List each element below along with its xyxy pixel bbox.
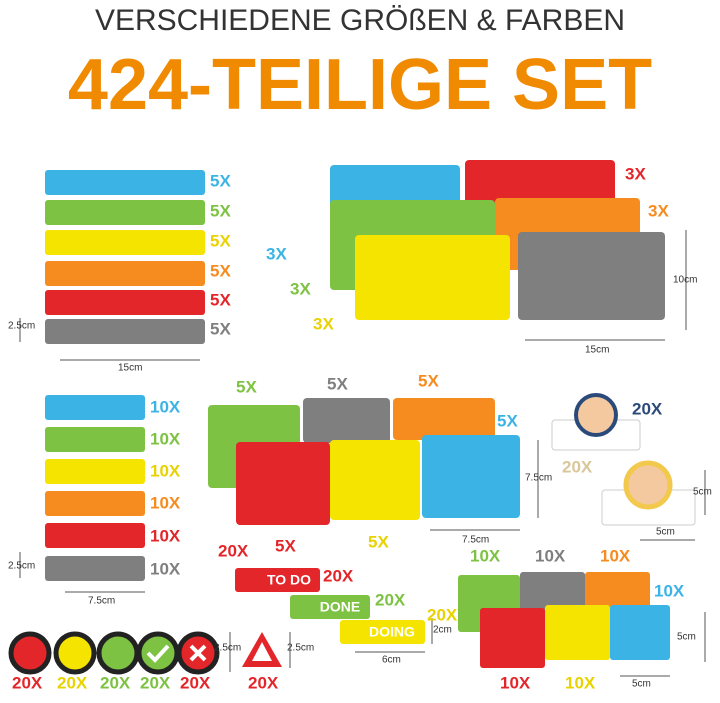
dimension: 7.5cm: [525, 473, 552, 484]
count: 5X: [368, 532, 389, 551]
count: 10X: [500, 673, 531, 692]
count: 20X: [218, 541, 249, 560]
subtitle: VERSCHIEDENE GRÖßEN & FARBEN: [95, 4, 625, 37]
count: 20X: [323, 566, 354, 585]
dimension: 2.5cm: [214, 643, 241, 654]
count: 3X: [266, 244, 287, 263]
count: 3X: [648, 201, 669, 220]
count: 10X: [150, 397, 181, 416]
long-strips: [19, 170, 205, 361]
count: 3X: [290, 279, 311, 298]
small-squares: [458, 572, 706, 677]
count: 5X: [236, 377, 257, 396]
dimension: 5cm: [632, 679, 651, 690]
count: 10X: [535, 546, 566, 565]
dimension: 5cm: [677, 632, 696, 643]
count: 5X: [210, 290, 231, 309]
count: 20X: [12, 673, 43, 692]
count: 10X: [150, 429, 181, 448]
large-squares: [208, 398, 539, 531]
dimension: 2.5cm: [8, 561, 35, 572]
dimension: 15cm: [118, 363, 142, 374]
dimension: 7.5cm: [88, 596, 115, 607]
dimension: 2cm: [433, 625, 452, 636]
count: 5X: [418, 371, 439, 390]
dimension: 15cm: [585, 345, 609, 356]
count: 20X: [100, 673, 131, 692]
count: 3X: [313, 314, 334, 333]
dimension: 5cm: [693, 487, 712, 498]
short-strips: [19, 395, 145, 593]
large-cards: [330, 160, 687, 341]
dimension: 2.5cm: [8, 321, 35, 332]
count: 5X: [210, 171, 231, 190]
count: 20X: [562, 457, 593, 476]
count: 10X: [150, 493, 181, 512]
title: 424-TEILIGE SET: [68, 45, 652, 125]
status-labels: [235, 568, 433, 653]
dimension: 10cm: [673, 275, 697, 286]
status-text: DOING: [369, 624, 415, 640]
count: 20X: [180, 673, 211, 692]
dimension: 5cm: [656, 527, 675, 538]
count: 20X: [632, 399, 663, 418]
count: 10X: [150, 559, 181, 578]
status-text: DONE: [320, 599, 360, 615]
count: 20X: [140, 673, 171, 692]
count: 10X: [470, 546, 501, 565]
count: 10X: [600, 546, 631, 565]
count: 10X: [150, 526, 181, 545]
count: 20X: [57, 673, 88, 692]
count: 5X: [327, 374, 348, 393]
count: 5X: [497, 411, 518, 430]
count: 3X: [625, 164, 646, 183]
status-text: TO DO: [267, 572, 311, 588]
dimension: 2.5cm: [287, 643, 314, 654]
count: 5X: [210, 319, 231, 338]
count: 5X: [275, 536, 296, 555]
count: 20X: [248, 673, 279, 692]
count: 10X: [565, 673, 596, 692]
dimension: 6cm: [382, 655, 401, 666]
count: 10X: [150, 461, 181, 480]
count: 5X: [210, 231, 231, 250]
count: 5X: [210, 261, 231, 280]
count: 10X: [654, 581, 685, 600]
count: 20X: [375, 590, 406, 609]
count: 5X: [210, 201, 231, 220]
count: 20X: [427, 605, 458, 624]
emoji-magnets: [8, 631, 291, 675]
character-cards: [551, 393, 706, 541]
dimension: 7.5cm: [462, 535, 489, 546]
